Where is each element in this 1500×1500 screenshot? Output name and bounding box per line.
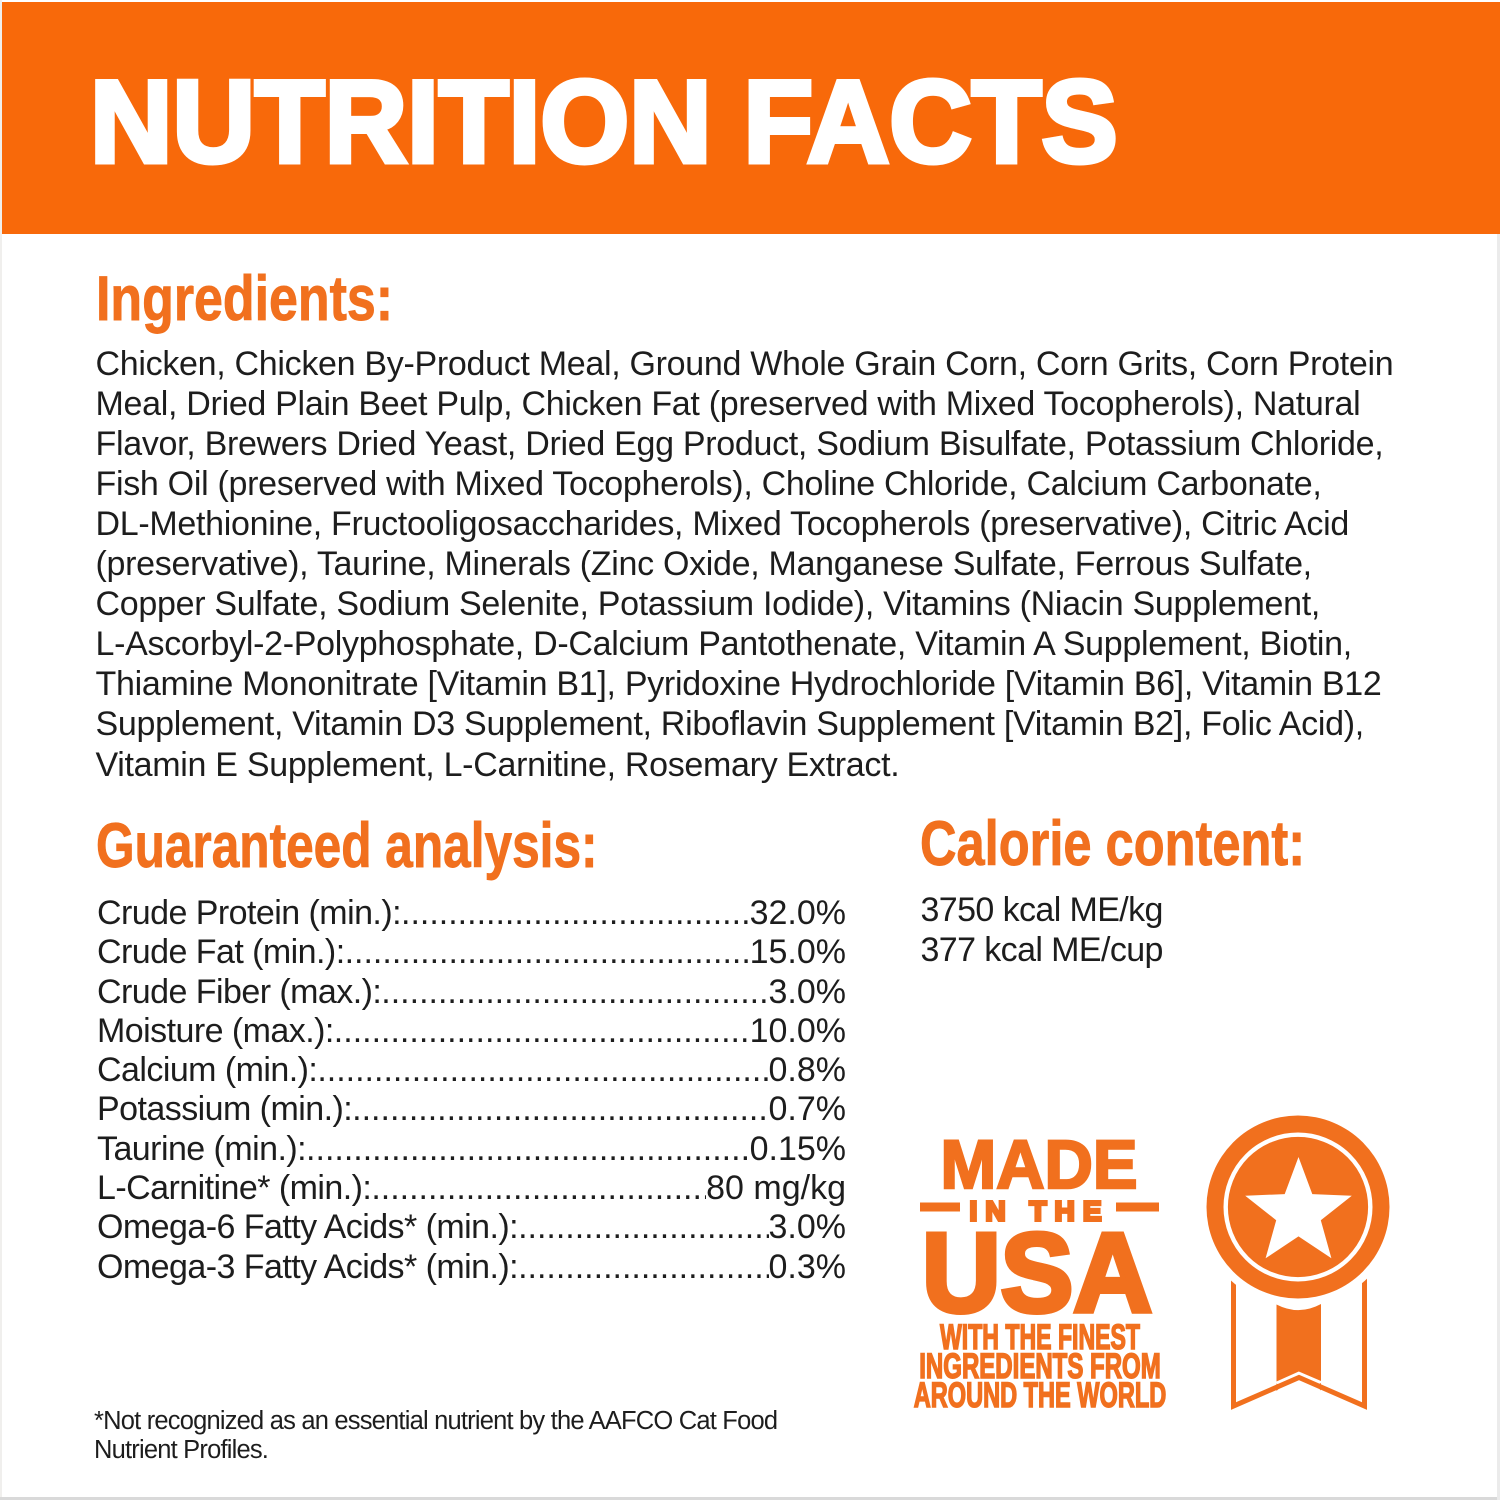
svg-text:USA: USA [922,1211,1152,1336]
svg-text:WITH THE FINEST: WITH THE FINEST [940,1318,1140,1357]
svg-text:INGREDIENTS FROM: INGREDIENTS FROM [919,1347,1161,1386]
svg-text:MADE: MADE [941,1126,1138,1203]
svg-text:AROUND THE WORLD: AROUND THE WORLD [914,1376,1167,1415]
